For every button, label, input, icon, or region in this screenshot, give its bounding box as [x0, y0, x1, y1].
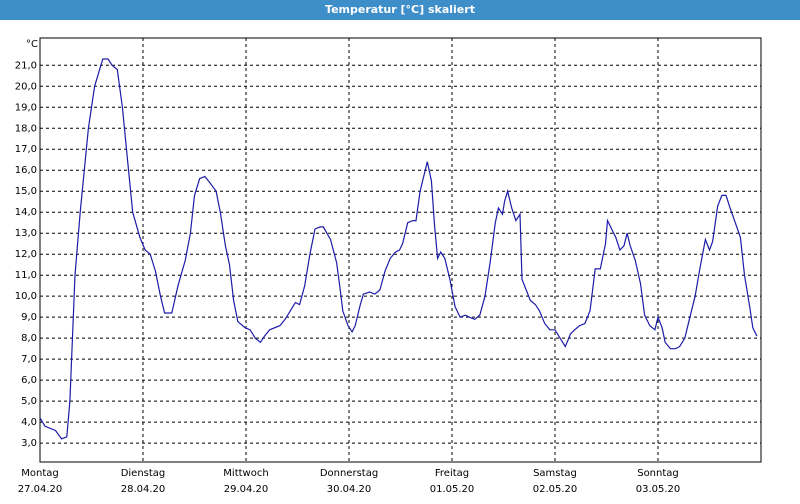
y-tick-label: 10,0 — [15, 291, 37, 302]
x-tick-label: Sonntag — [637, 468, 679, 479]
y-tick-label: 12,0 — [15, 249, 37, 260]
y-tick-label: 11,0 — [15, 270, 37, 281]
y-tick-label: 8,0 — [21, 333, 37, 344]
x-tick-label: Donnerstag — [320, 468, 378, 479]
y-tick-label: 21,0 — [15, 60, 37, 71]
y-tick-label: 7,0 — [21, 354, 37, 365]
x-tick-date: 30.04.20 — [327, 484, 372, 495]
y-tick-label: 19,0 — [15, 102, 37, 113]
y-tick-label: 14,0 — [15, 207, 37, 218]
x-tick-label: Freitag — [435, 468, 469, 479]
temperature-line — [39, 58, 758, 440]
y-tick-label: 15,0 — [15, 186, 37, 197]
y-tick-label: 5,0 — [21, 396, 37, 407]
y-tick-label: 6,0 — [21, 375, 37, 386]
y-tick-label: 3,0 — [21, 438, 37, 449]
x-tick-date: 01.05.20 — [430, 484, 475, 495]
x-tick-date: 02.05.20 — [533, 484, 578, 495]
y-tick-label: 4,0 — [21, 417, 37, 428]
x-tick-label: Montag — [21, 468, 58, 479]
plot-frame — [39, 37, 762, 463]
x-tick-date: 29.04.20 — [224, 484, 269, 495]
chart-title: Temperatur [°C] skaliert — [325, 3, 475, 16]
y-tick-label: 17,0 — [15, 144, 37, 155]
title-bar — [0, 0, 800, 20]
x-tick-date: 28.04.20 — [121, 484, 166, 495]
y-tick-label: 18,0 — [15, 123, 37, 134]
y-unit: °C — [26, 39, 38, 50]
x-tick-label: Samstag — [533, 468, 577, 479]
y-tick-label: 16,0 — [15, 165, 37, 176]
x-tick-label: Mittwoch — [223, 468, 268, 479]
x-tick-date: 27.04.20 — [18, 484, 63, 495]
y-tick-label: 9,0 — [21, 312, 37, 323]
y-tick-label: 20,0 — [15, 81, 37, 92]
x-tick-date: 03.05.20 — [636, 484, 681, 495]
y-tick-label: 13,0 — [15, 228, 37, 239]
x-tick-label: Dienstag — [121, 468, 166, 479]
